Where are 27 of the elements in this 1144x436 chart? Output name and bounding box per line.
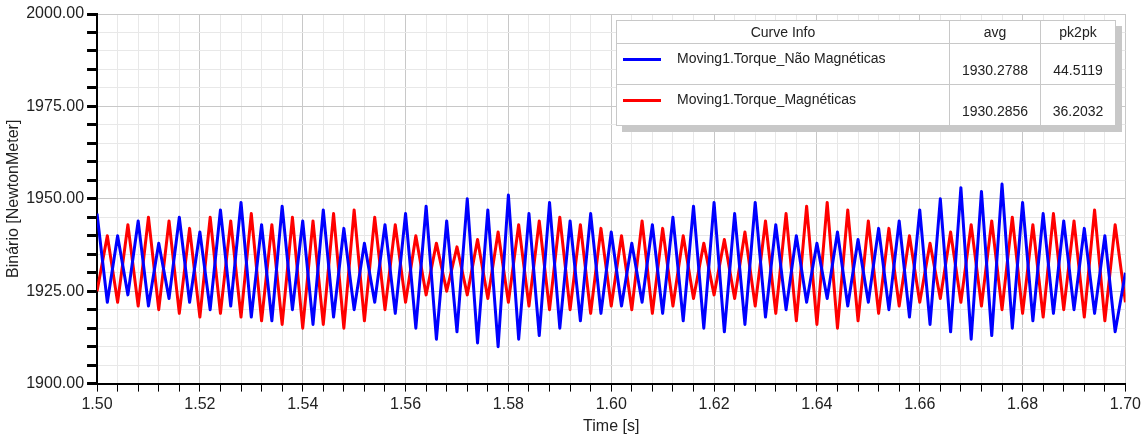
x-tick-label: 1.68 — [1007, 394, 1039, 412]
y-tick-label: 1950.00 — [26, 189, 85, 207]
y-tick-label: 2000.00 — [26, 4, 85, 22]
x-tick-label: 1.66 — [904, 394, 936, 412]
x-tick-label: 1.60 — [595, 394, 627, 412]
x-tick-label: 1.52 — [184, 394, 216, 412]
y-tick-label: 1975.00 — [26, 96, 85, 114]
x-tick-label: 1.54 — [287, 394, 319, 412]
x-tick-label: 1.56 — [389, 394, 422, 412]
x-tick-label: 1.58 — [492, 394, 525, 412]
x-tick-label: 1.70 — [1109, 394, 1142, 412]
annotation: 44.5119 — [1040, 43, 1116, 85]
x-axis-title: Time [s] — [583, 416, 640, 434]
legend-label: Moving1.Torque_Magnéticas — [616, 84, 950, 126]
y-tick-label: 1925.00 — [26, 281, 85, 299]
x-tick-label: 1.50 — [81, 394, 113, 412]
x-tick-label: 1.64 — [801, 394, 833, 412]
legend-label: Moving1.Torque_Não Magnéticas — [616, 43, 950, 85]
annotation: pk2pk — [1040, 20, 1116, 44]
x-tick-label: 1.62 — [698, 394, 730, 412]
y-tick-label: 1900.00 — [26, 374, 85, 392]
annotation: Curve Info — [616, 20, 950, 44]
annotation: 1930.2856 — [949, 84, 1041, 126]
y-axis-title: Binário [NewtonMeter] — [4, 119, 22, 278]
annotation: 36.2032 — [1040, 84, 1116, 126]
annotation: avg — [949, 20, 1041, 44]
annotation: 1930.2788 — [949, 43, 1041, 85]
